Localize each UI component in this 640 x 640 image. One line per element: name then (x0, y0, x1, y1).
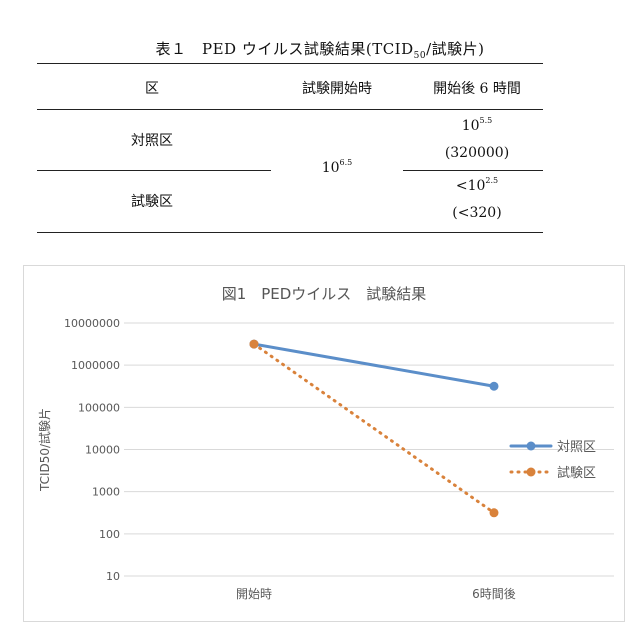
y-tick-label: 100 (99, 528, 120, 541)
test-after-value: (<320) (452, 205, 502, 221)
row-divider-left (37, 170, 271, 171)
test-after-exponent: <102.5 (407, 176, 547, 194)
header-group: 区 (145, 81, 159, 97)
table-header-rule (37, 109, 543, 110)
table-bottom-rule (37, 232, 543, 233)
control-after-base: 10 (461, 118, 480, 134)
y-tick-label: 10 (106, 570, 120, 583)
y-tick-label: 1000000 (71, 359, 120, 372)
legend-label-1: 試験区 (557, 465, 596, 481)
row-divider-right (403, 170, 543, 171)
header-start: 試験開始時 (302, 81, 372, 97)
data-point-0-1 (489, 381, 499, 391)
test-after-exp: 2.5 (485, 176, 499, 185)
y-tick-label: 100000 (78, 401, 120, 414)
data-point-1-1 (489, 508, 499, 518)
legend-swatch-marker-1 (526, 467, 536, 477)
control-after-exponent: 105.5 (407, 116, 547, 134)
start-base: 10 (321, 160, 340, 176)
x-tick-label: 開始時 (236, 587, 272, 601)
row-label-test: 試験区 (131, 194, 173, 210)
caption-tail: /試験片) (426, 40, 485, 58)
caption-subscript: 50 (413, 51, 427, 61)
header-after: 開始後 6 時間 (433, 81, 521, 97)
line-chart: 図1 PEDウイルス 試験結果 10 100 1000 10000 100000 10000… (23, 265, 625, 622)
start-value: 106.5 (277, 158, 397, 176)
series-line-1 (252, 342, 496, 515)
caption-main: 表１ PED ウイルス試験結果(TCID (155, 40, 414, 58)
test-after-base: <10 (455, 178, 486, 194)
start-exp: 6.5 (339, 158, 353, 167)
table-caption: 表１ PED ウイルス試験結果(TCID50/試験片) (0, 38, 640, 61)
table-top-rule (37, 63, 543, 64)
legend-label-0: 対照区 (557, 440, 596, 455)
y-tick-label: 10000 (85, 444, 120, 457)
chart-title: 図1 PEDウイルス 試験結果 (222, 285, 427, 303)
row-label-control: 対照区 (131, 133, 173, 149)
control-after-exp: 5.5 (479, 116, 493, 125)
y-tick-label: 10000000 (64, 317, 120, 330)
results-table: 区 試験開始時 開始後 6 時間 対照区 105.5 (320000) 106.… (37, 63, 543, 233)
data-point-1-0 (249, 339, 259, 349)
legend-swatch-marker-0 (526, 441, 536, 451)
chart-svg: 図1 PEDウイルス 試験結果 10 100 1000 10000 100000 10000… (37, 285, 614, 601)
y-tick-label: 1000 (92, 486, 120, 499)
x-tick-label: 6時間後 (472, 587, 516, 601)
control-after-value: (320000) (444, 145, 510, 161)
y-axis-label: TCID50/試験片 (37, 408, 52, 492)
series-line-0 (252, 342, 496, 388)
